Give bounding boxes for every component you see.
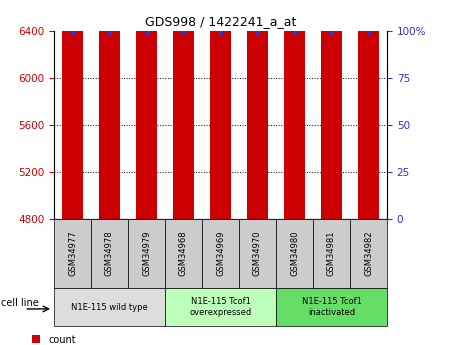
Bar [276,288,387,326]
Bar [136,0,157,219]
Bar [54,288,165,326]
Bar [321,0,342,219]
Title: GDS998 / 1422241_a_at: GDS998 / 1422241_a_at [145,16,296,29]
Text: GSM34969: GSM34969 [216,231,225,276]
Text: GSM34978: GSM34978 [105,231,114,276]
Bar [210,0,231,219]
Bar [165,288,276,326]
Text: GSM34981: GSM34981 [327,231,336,276]
Text: cell line: cell line [1,298,39,308]
Text: N1E-115 Tcof1
inactivated: N1E-115 Tcof1 inactivated [302,297,361,317]
Text: GSM34968: GSM34968 [179,231,188,276]
Bar [202,219,239,288]
Bar [165,219,202,288]
Bar [54,219,91,288]
Text: GSM34970: GSM34970 [253,231,262,276]
Text: GSM34977: GSM34977 [68,231,77,276]
Bar [284,0,305,219]
Bar [350,219,387,288]
Bar [62,0,83,219]
Text: GSM34982: GSM34982 [364,231,373,276]
Text: GSM34979: GSM34979 [142,231,151,276]
Bar [248,0,268,219]
Bar [173,0,194,219]
Text: N1E-115 wild type: N1E-115 wild type [71,303,148,312]
Legend: count, percentile rank within the sample: count, percentile rank within the sample [22,331,218,345]
Bar [239,219,276,288]
Bar [91,219,128,288]
Text: GSM34980: GSM34980 [290,231,299,276]
Bar [358,0,379,219]
Bar [99,0,120,219]
Bar [313,219,350,288]
Bar [276,219,313,288]
Bar [128,219,165,288]
Text: N1E-115 Tcof1
overexpressed: N1E-115 Tcof1 overexpressed [189,297,252,317]
